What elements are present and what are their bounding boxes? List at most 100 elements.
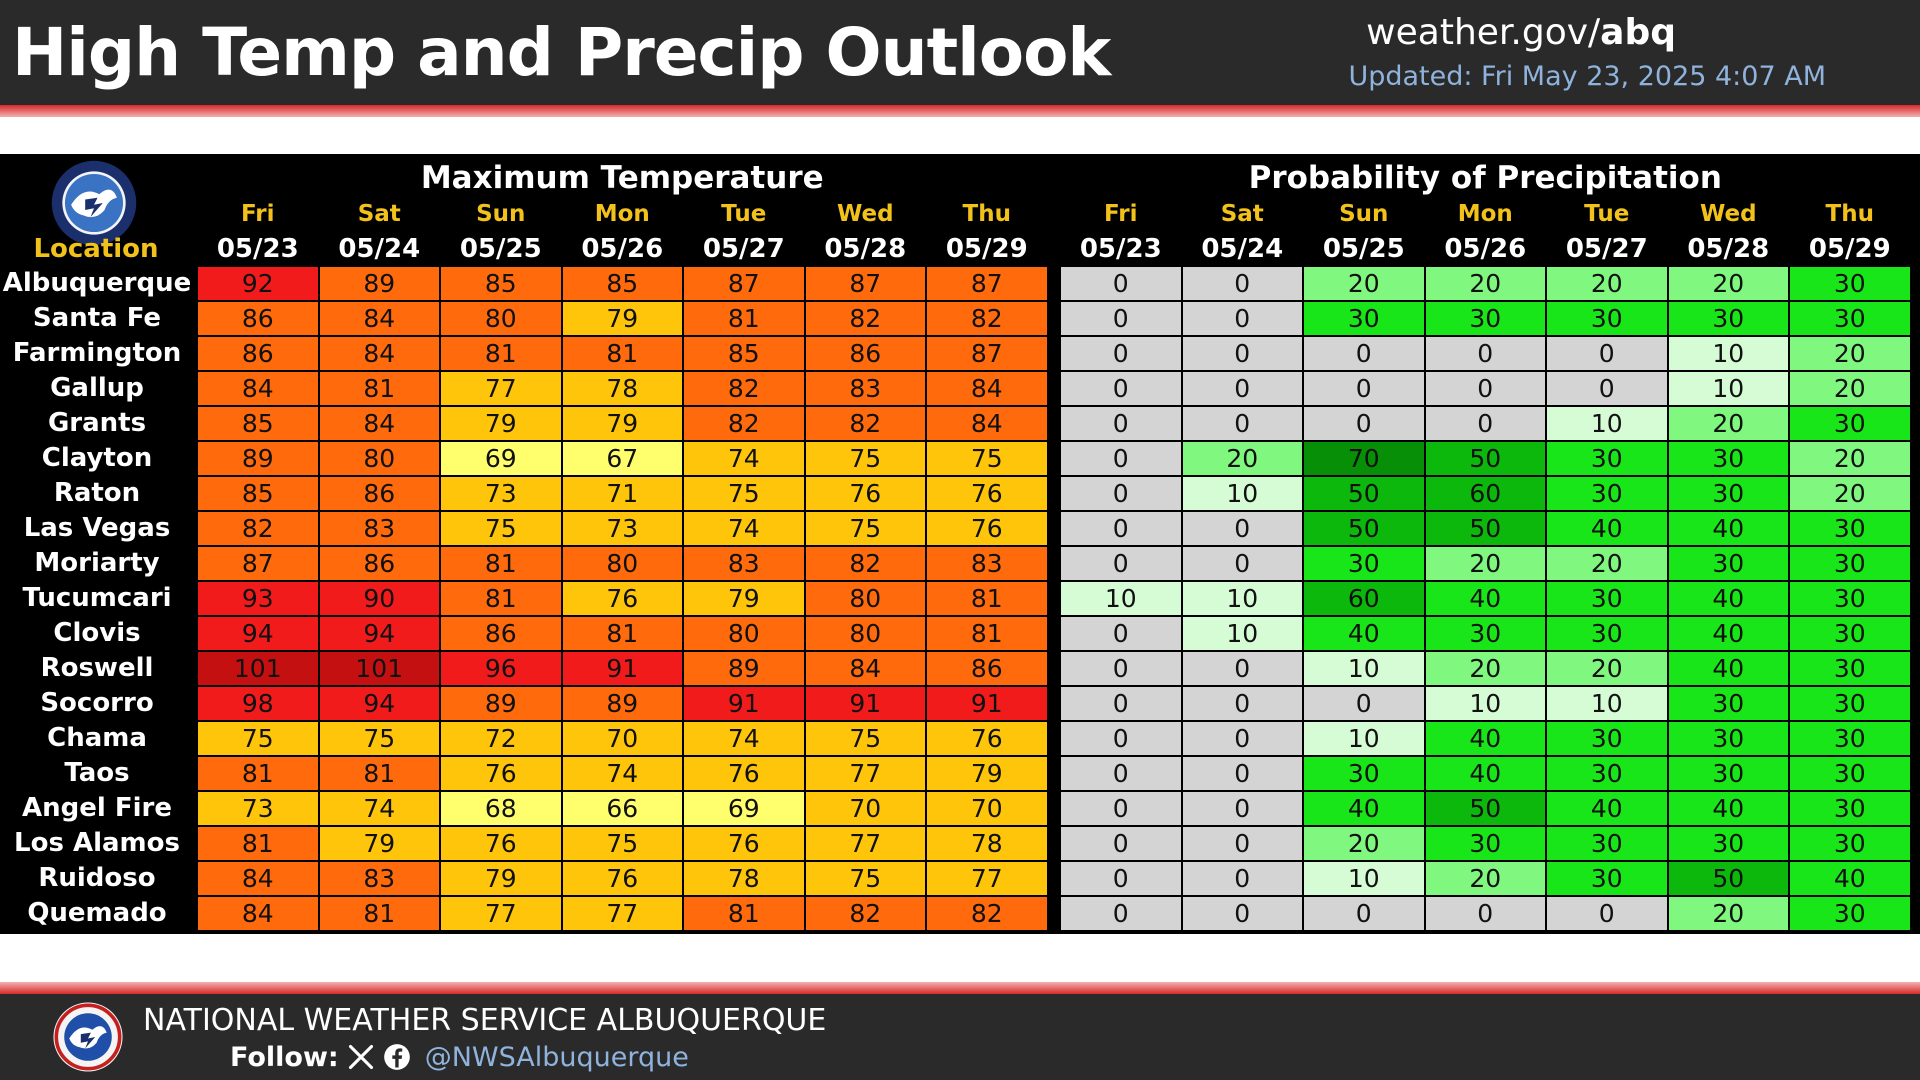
- temp-cell: 76: [926, 511, 1048, 546]
- temp-cell: 81: [683, 301, 805, 336]
- pop-cell: 0: [1303, 686, 1425, 721]
- location-name: Raton: [53, 478, 141, 508]
- pop-cell: 50: [1667, 861, 1789, 896]
- temp-cell: 81: [561, 616, 683, 651]
- temp-cell: 76: [683, 826, 805, 861]
- pop-cell: 20: [1789, 441, 1911, 476]
- temp-cell: 96: [440, 651, 562, 686]
- temp-cell: 76: [683, 756, 805, 791]
- nws-logo-icon: [51, 160, 137, 246]
- pop-cell: 10: [1181, 581, 1303, 616]
- pop-cell: 0: [1060, 651, 1182, 686]
- temp-cell: 82: [804, 301, 926, 336]
- pop-cell: 40: [1667, 791, 1789, 826]
- temp-cell: 86: [197, 336, 319, 371]
- temp-cell: 86: [926, 651, 1048, 686]
- temp-cell: 84: [197, 861, 319, 896]
- temp-cell: 81: [318, 371, 440, 406]
- temp-cell: 69: [440, 441, 562, 476]
- pop-cell: 30: [1667, 826, 1789, 861]
- temp-cell: 94: [318, 686, 440, 721]
- temp-cell: 85: [440, 266, 562, 301]
- pop-cell: 0: [1060, 511, 1182, 546]
- temp-cell: 74: [683, 511, 805, 546]
- temp-cell: 76: [804, 476, 926, 511]
- temp-cell: 66: [561, 791, 683, 826]
- pop-cell: 40: [1667, 511, 1789, 546]
- temp-cell: 84: [318, 406, 440, 441]
- temp-cell: 77: [561, 896, 683, 931]
- temp-date-label: 05/24: [338, 234, 421, 264]
- pop-cell: 20: [1789, 371, 1911, 406]
- pop-cell: 0: [1181, 546, 1303, 581]
- temp-date-label: 05/23: [216, 234, 299, 264]
- temp-cell: 81: [683, 896, 805, 931]
- pop-cell: 0: [1181, 301, 1303, 336]
- x-icon[interactable]: [347, 1043, 375, 1071]
- social-handle[interactable]: @NWSAlbuquerque: [424, 1041, 689, 1073]
- temp-cell: 80: [318, 441, 440, 476]
- temp-cell: 76: [440, 756, 562, 791]
- temp-cell: 94: [318, 616, 440, 651]
- location-name: Ruidoso: [38, 863, 156, 893]
- temp-cell: 81: [440, 336, 562, 371]
- location-name: Albuquerque: [2, 268, 192, 298]
- location-header: Location: [33, 234, 159, 264]
- temp-cell: 79: [683, 581, 805, 616]
- pop-cell: 0: [1060, 301, 1182, 336]
- location-name: Santa Fe: [32, 303, 162, 333]
- temp-cell: 81: [440, 581, 562, 616]
- pop-cell: 30: [1546, 441, 1668, 476]
- facebook-icon[interactable]: [383, 1043, 411, 1071]
- pop-day-label: Wed: [1699, 201, 1757, 227]
- outlook-board: Location Maximum Temperature Probability…: [0, 154, 1920, 934]
- temp-cell: 90: [318, 581, 440, 616]
- temp-cell: 76: [561, 861, 683, 896]
- pop-cell: 30: [1789, 301, 1911, 336]
- temp-cell: 74: [561, 756, 683, 791]
- pop-cell: 0: [1181, 266, 1303, 301]
- pop-cell: 40: [1424, 756, 1546, 791]
- pop-cell: 40: [1303, 791, 1425, 826]
- temp-cell: 86: [318, 546, 440, 581]
- pop-date-label: 05/29: [1808, 234, 1891, 264]
- temp-cell: 83: [804, 371, 926, 406]
- pop-cell: 30: [1546, 476, 1668, 511]
- pop-cell: 30: [1789, 826, 1911, 861]
- temp-cell: 85: [197, 406, 319, 441]
- pop-cell: 30: [1789, 791, 1911, 826]
- pop-cell: 0: [1181, 721, 1303, 756]
- header-band: High Temp and Precip Outlook weather.gov…: [0, 0, 1920, 105]
- pop-cell: 30: [1667, 721, 1789, 756]
- temp-cell: 76: [926, 476, 1048, 511]
- location-name: Clovis: [53, 618, 141, 648]
- pop-cell: 0: [1060, 406, 1182, 441]
- pop-cell: 10: [1667, 336, 1789, 371]
- pop-cell: 30: [1667, 546, 1789, 581]
- pop-cell: 0: [1181, 686, 1303, 721]
- temp-day-label: Thu: [962, 201, 1011, 227]
- pop-cell: 40: [1789, 861, 1911, 896]
- pop-cell: 30: [1789, 511, 1911, 546]
- temp-cell: 75: [804, 511, 926, 546]
- location-name: Clayton: [41, 443, 153, 473]
- temp-cell: 92: [197, 266, 319, 301]
- pop-cell: 70: [1303, 441, 1425, 476]
- pop-cell: 0: [1303, 406, 1425, 441]
- temp-day-label: Sun: [476, 201, 526, 227]
- location-name: Taos: [64, 758, 130, 788]
- temp-date-label: 05/28: [824, 234, 907, 264]
- temp-date-label: 05/26: [581, 234, 664, 264]
- pop-cell: 0: [1181, 896, 1303, 931]
- pop-cell: 50: [1424, 441, 1546, 476]
- temp-cell: 84: [197, 371, 319, 406]
- pop-cell: 60: [1303, 581, 1425, 616]
- temp-day-label: Wed: [836, 201, 894, 227]
- temp-cell: 81: [197, 756, 319, 791]
- pop-cell: 30: [1546, 301, 1668, 336]
- temp-cell: 84: [318, 301, 440, 336]
- pop-cell: 0: [1181, 826, 1303, 861]
- temp-cell: 82: [683, 406, 805, 441]
- temp-cell: 75: [804, 721, 926, 756]
- site-url[interactable]: weather.gov/abq: [1366, 10, 1676, 56]
